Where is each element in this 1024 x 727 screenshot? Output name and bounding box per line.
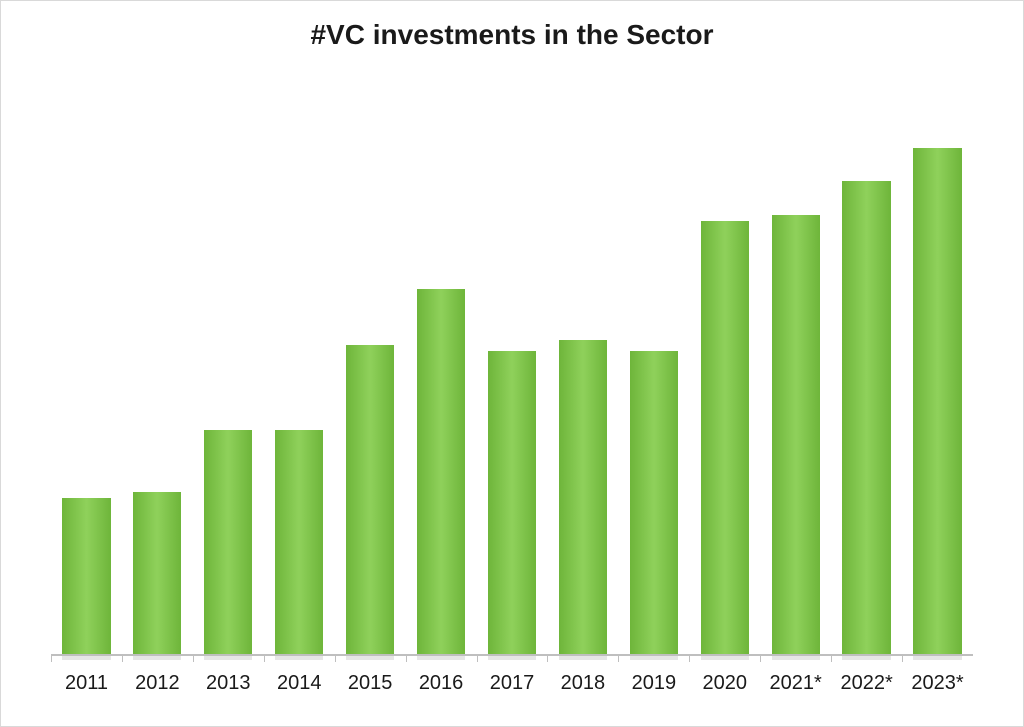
x-tick bbox=[831, 656, 832, 662]
x-label: 2014 bbox=[264, 672, 335, 702]
x-label: 2013 bbox=[193, 672, 264, 702]
bar-slot bbox=[831, 91, 902, 656]
x-tick bbox=[264, 656, 265, 662]
x-label: 2021* bbox=[760, 672, 831, 702]
bar-slot bbox=[689, 91, 760, 656]
bar-slot bbox=[122, 91, 193, 656]
bar-slot bbox=[902, 91, 973, 656]
chart-title: #VC investments in the Sector bbox=[1, 19, 1023, 51]
bar-shadow bbox=[62, 656, 110, 660]
x-tick bbox=[689, 656, 690, 662]
bar-slot bbox=[760, 91, 831, 656]
x-label: 2016 bbox=[406, 672, 477, 702]
bar-shadow bbox=[133, 656, 181, 660]
x-tick bbox=[760, 656, 761, 662]
x-tick bbox=[193, 656, 194, 662]
bars-group bbox=[51, 91, 973, 656]
bar-2013 bbox=[204, 430, 252, 656]
bar-shadow bbox=[559, 656, 607, 660]
bar-2021 bbox=[772, 215, 820, 656]
bar-shadow bbox=[913, 656, 961, 660]
x-tick bbox=[902, 656, 903, 662]
bar-shadow bbox=[701, 656, 749, 660]
bar-shadow bbox=[275, 656, 323, 660]
bar-2017 bbox=[488, 351, 536, 656]
x-tick bbox=[335, 656, 336, 662]
bar-2023 bbox=[913, 148, 961, 657]
bar-shadow bbox=[842, 656, 890, 660]
x-label: 2017 bbox=[477, 672, 548, 702]
x-label: 2011 bbox=[51, 672, 122, 702]
bar-shadow bbox=[346, 656, 394, 660]
x-label: 2022* bbox=[831, 672, 902, 702]
bar-2011 bbox=[62, 498, 110, 656]
bar-2018 bbox=[559, 340, 607, 656]
x-label: 2023* bbox=[902, 672, 973, 702]
bar-2022 bbox=[842, 181, 890, 656]
bar-slot bbox=[193, 91, 264, 656]
bar-2019 bbox=[630, 351, 678, 656]
bar-slot bbox=[618, 91, 689, 656]
x-axis-baseline bbox=[51, 654, 973, 656]
chart-container: #VC investments in the Sector bbox=[0, 0, 1024, 727]
x-label: 2019 bbox=[618, 672, 689, 702]
bar-2015 bbox=[346, 345, 394, 656]
x-label: 2012 bbox=[122, 672, 193, 702]
x-tick bbox=[618, 656, 619, 662]
plot-area bbox=[51, 91, 973, 656]
bar-2020 bbox=[701, 221, 749, 656]
bar-shadow bbox=[630, 656, 678, 660]
bar-slot bbox=[477, 91, 548, 656]
bar-slot bbox=[264, 91, 335, 656]
bar-slot bbox=[335, 91, 406, 656]
bar-slot bbox=[406, 91, 477, 656]
bar-2014 bbox=[275, 430, 323, 656]
bar-shadow bbox=[488, 656, 536, 660]
bar-2016 bbox=[417, 289, 465, 656]
bar-shadow bbox=[204, 656, 252, 660]
x-tick bbox=[547, 656, 548, 662]
x-tick bbox=[406, 656, 407, 662]
bar-slot bbox=[51, 91, 122, 656]
x-tick bbox=[122, 656, 123, 662]
bar-shadow bbox=[417, 656, 465, 660]
x-label: 2020 bbox=[689, 672, 760, 702]
bar-slot bbox=[547, 91, 618, 656]
bar-shadow bbox=[772, 656, 820, 660]
bar-2012 bbox=[133, 492, 181, 656]
x-tick bbox=[477, 656, 478, 662]
x-axis-labels: 2011 2012 2013 2014 2015 2016 2017 2018 … bbox=[51, 672, 973, 702]
x-label: 2015 bbox=[335, 672, 406, 702]
x-tick bbox=[51, 656, 52, 662]
x-label: 2018 bbox=[547, 672, 618, 702]
